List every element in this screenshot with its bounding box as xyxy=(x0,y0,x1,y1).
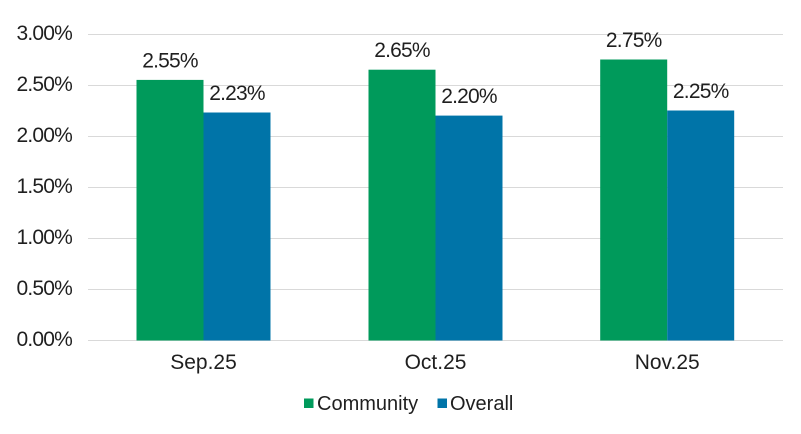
svg-text:2.75%: 2.75% xyxy=(606,29,662,52)
svg-text:0.50%: 0.50% xyxy=(16,277,72,300)
svg-text:2.20%: 2.20% xyxy=(441,85,497,108)
svg-text:2.00%: 2.00% xyxy=(16,124,72,147)
svg-text:Oct.25: Oct.25 xyxy=(405,351,467,374)
svg-text:2.50%: 2.50% xyxy=(16,73,72,96)
svg-text:2.55%: 2.55% xyxy=(142,49,198,72)
svg-text:Sep.25: Sep.25 xyxy=(170,351,237,374)
svg-text:Community: Community xyxy=(317,393,418,415)
svg-text:2.25%: 2.25% xyxy=(673,80,729,103)
svg-text:3.00%: 3.00% xyxy=(16,22,72,45)
svg-text:Nov.25: Nov.25 xyxy=(635,351,700,374)
svg-text:Overall: Overall xyxy=(450,393,513,415)
svg-text:1.00%: 1.00% xyxy=(16,226,72,249)
svg-text:2.65%: 2.65% xyxy=(374,39,430,62)
svg-text:1.50%: 1.50% xyxy=(16,175,72,198)
svg-text:2.23%: 2.23% xyxy=(209,82,265,105)
svg-text:0.00%: 0.00% xyxy=(16,328,72,351)
